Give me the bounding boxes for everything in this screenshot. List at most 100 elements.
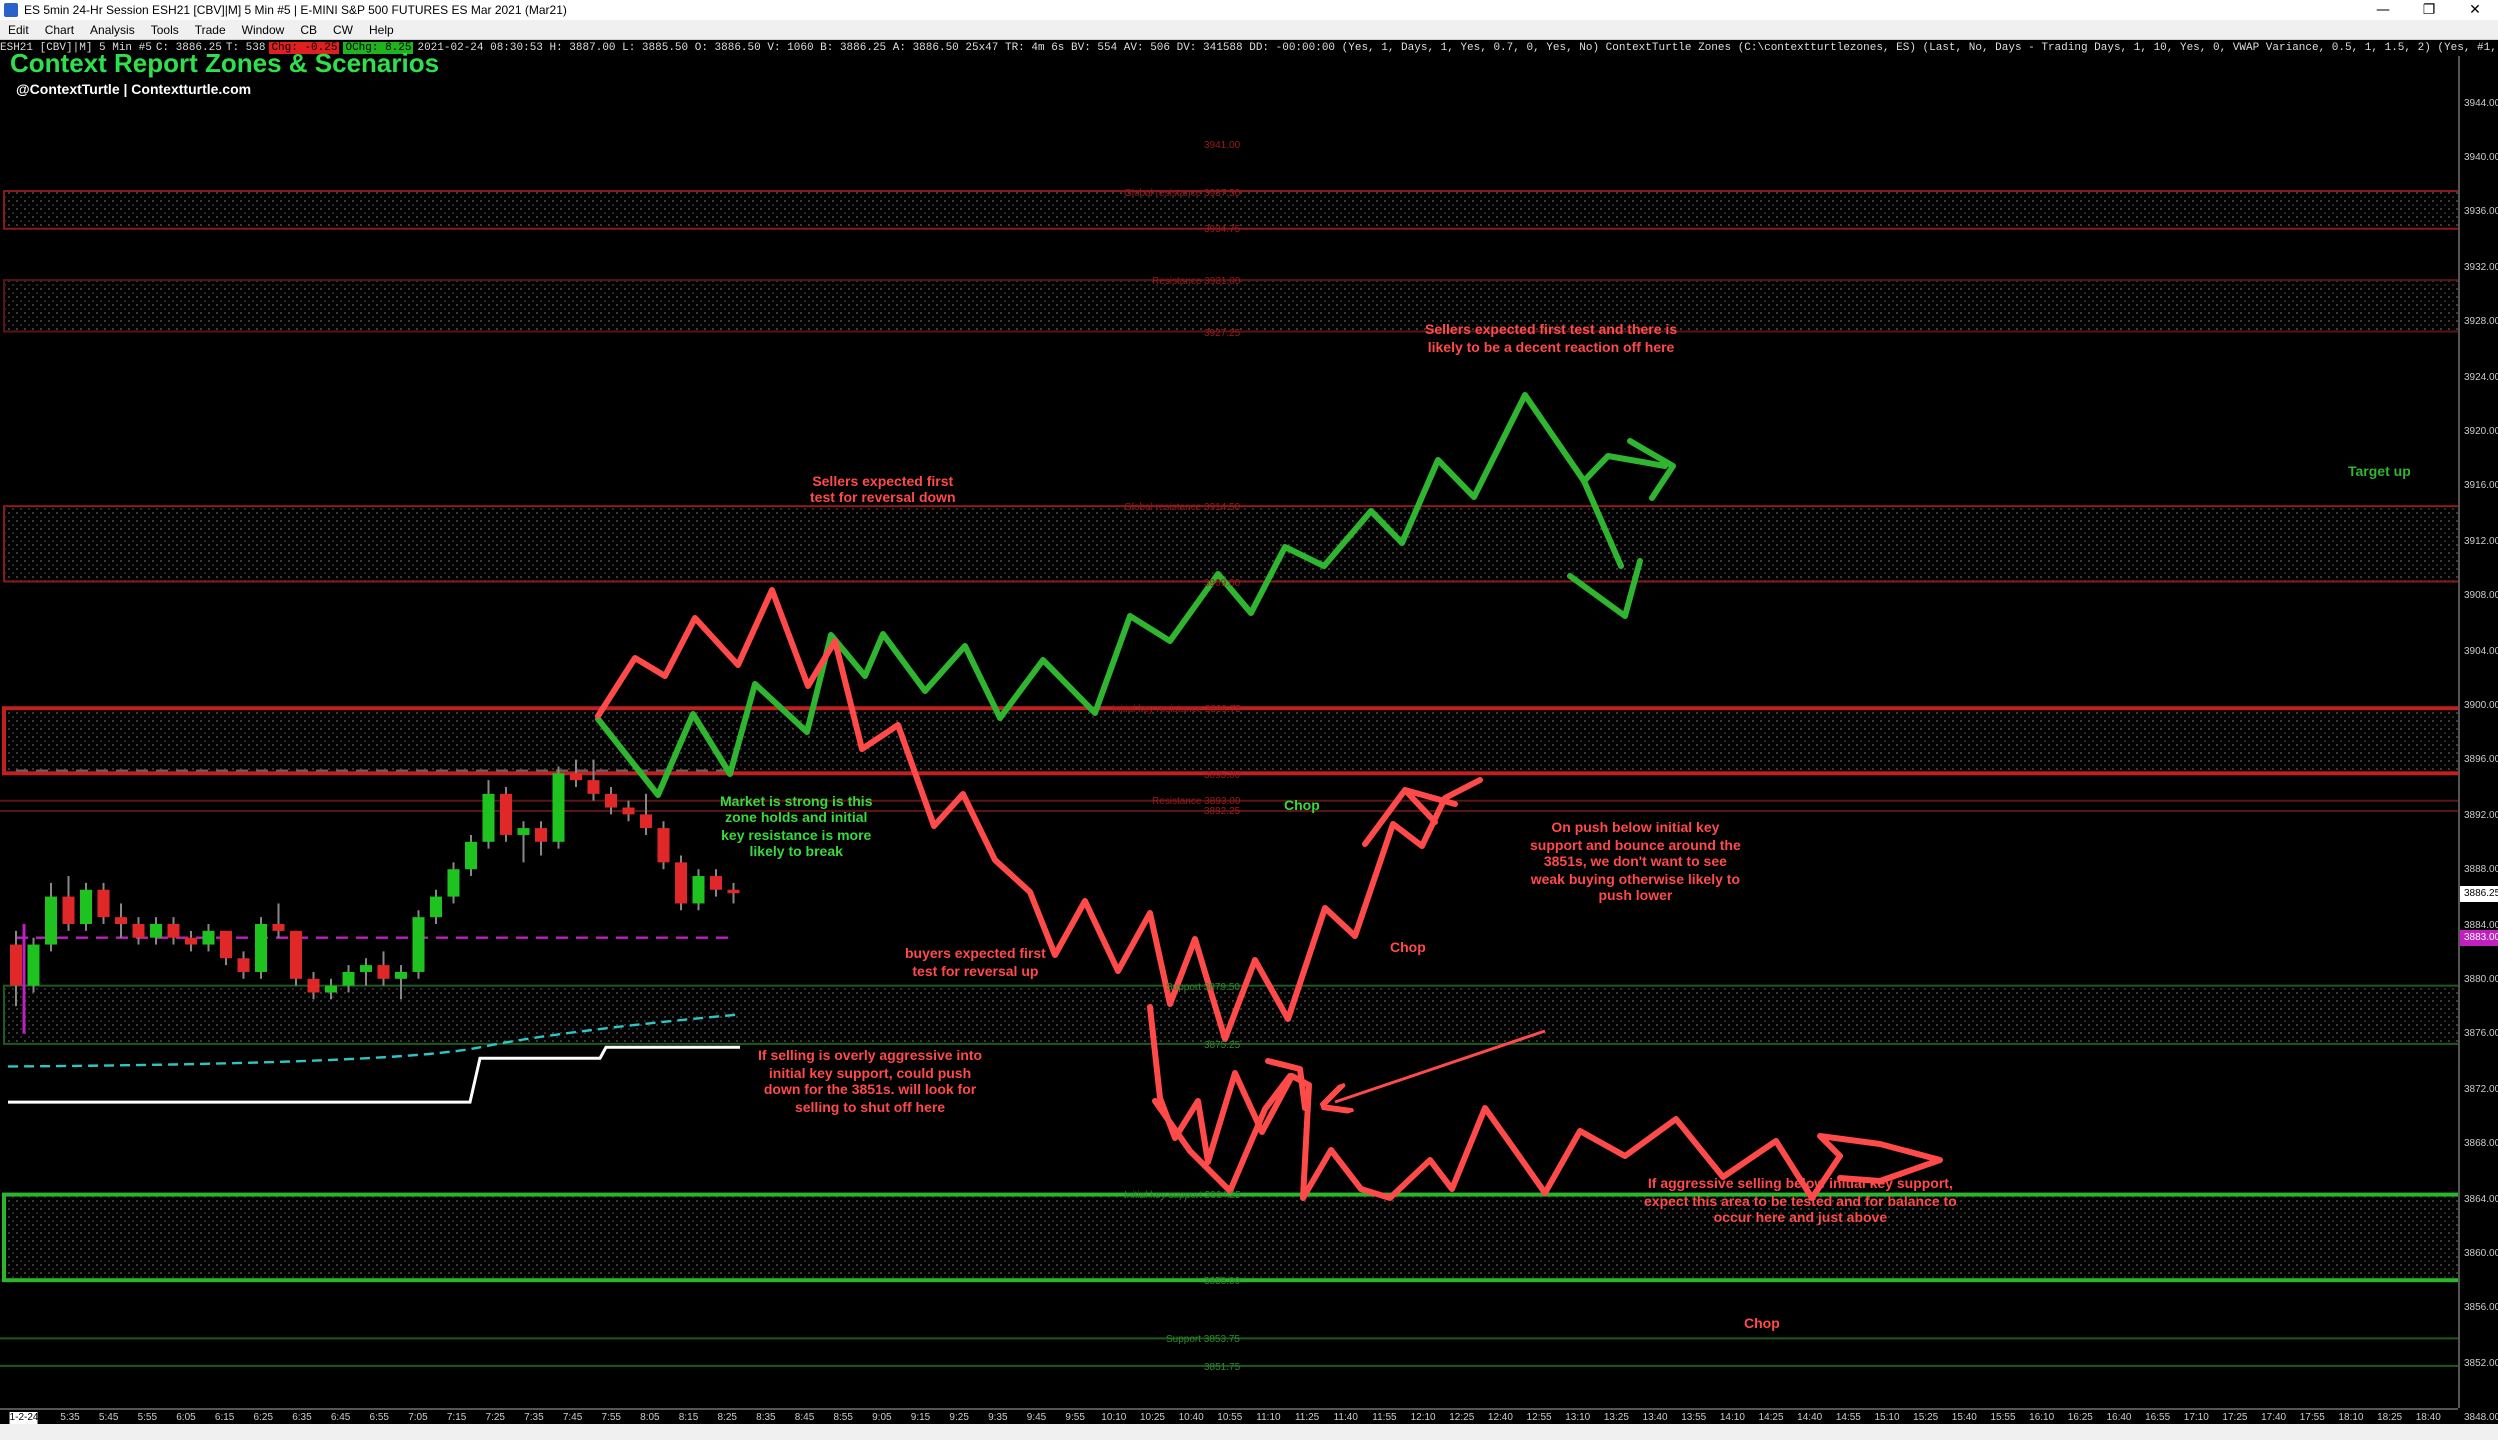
zone-label: Initial key support 3864.25 — [1124, 1190, 1241, 1203]
candle-body — [185, 937, 197, 945]
chop-label-red-upper: Chop — [1390, 942, 1426, 956]
chop-label-green: Chop — [1284, 800, 1320, 814]
maximize-button[interactable]: ❐ — [2422, 2, 2436, 18]
zone-label: Support 3853.75 — [1166, 1334, 1240, 1347]
red-lower-arrow — [1817, 1133, 1943, 1184]
time-tick-label: 8:35 — [756, 1412, 776, 1424]
time-tick-label: 18:10 — [2338, 1412, 2364, 1424]
time-tick-label: 16:55 — [2145, 1412, 2171, 1424]
green-arrow-up — [1581, 438, 1676, 501]
close-button[interactable]: ✕ — [2469, 2, 2481, 18]
time-tick-label: 14:55 — [1835, 1412, 1861, 1424]
annotation-selling-aggressive: If selling is overly aggressive into init… — [758, 1050, 983, 1115]
time-tick-label: 9:35 — [988, 1412, 1008, 1424]
price-tick-label: 3920.00 — [2464, 425, 2498, 438]
pointer-line — [1335, 1029, 1546, 1102]
time-tick-label: 10:25 — [1139, 1412, 1165, 1424]
chart-canvas[interactable] — [0, 56, 2458, 1408]
candle-body — [132, 924, 145, 938]
time-tick-label: 17:55 — [2299, 1412, 2325, 1424]
zone-label: Initial key resistance 3899.75 — [1112, 704, 1241, 717]
candle-body — [675, 862, 687, 904]
time-tick-label: 16:25 — [2067, 1412, 2093, 1424]
time-tick-label: 6:55 — [369, 1412, 389, 1424]
time-tick-label: 15:10 — [1874, 1412, 1900, 1424]
time-tick-label: 8:45 — [794, 1412, 815, 1424]
time-tick-label: 6:45 — [330, 1412, 351, 1424]
red-lower-mid-path — [1152, 1058, 1308, 1194]
candle-body — [412, 917, 425, 972]
candle-body — [272, 924, 285, 931]
time-tick-label: 8:25 — [717, 1412, 737, 1424]
time-tick-label: 10:10 — [1101, 1412, 1127, 1424]
chart-info-bar: ESH21 [CBV]|M] 5 Min #5 C: 3886.25 T: 53… — [0, 40, 2498, 56]
zone-label: 3858.00 — [1204, 1276, 1241, 1289]
candle-body — [45, 896, 57, 945]
menu-chart[interactable]: Chart — [44, 22, 75, 37]
time-tick-label: 6:35 — [292, 1412, 312, 1424]
menu-help[interactable]: Help — [369, 22, 394, 37]
time-tick-label: 5:55 — [137, 1412, 158, 1424]
candle-body — [150, 924, 162, 938]
time-tick-label: 6:25 — [253, 1412, 274, 1424]
candle-body — [27, 944, 40, 986]
annotation-on-push-below: On push below initial key support and bou… — [1530, 822, 1741, 904]
time-tick-label: 11:55 — [1372, 1412, 1397, 1424]
candle-body — [325, 985, 337, 993]
zone-label: 3851.75 — [1204, 1361, 1241, 1374]
red-scenario-path — [595, 587, 1483, 1042]
green-arrow-down — [1567, 558, 1643, 619]
time-tick-label: 12:25 — [1449, 1412, 1475, 1424]
annotation-sellers-reversal-down: Sellers expected first test for reversal … — [810, 475, 956, 506]
candle-body — [307, 978, 320, 993]
price-tick-label: 3880.00 — [2464, 973, 2498, 986]
info-last: C: 3886.25 — [155, 42, 222, 54]
time-tick-label: 13:25 — [1603, 1412, 1629, 1424]
price-tick-label: 3944.00 — [2464, 97, 2498, 109]
menu-cw[interactable]: CW — [333, 22, 353, 37]
vpoc-price-tag: 3883.00 — [2460, 929, 2498, 946]
time-tick-label: 11:10 — [1256, 1412, 1281, 1424]
candle-body — [377, 965, 390, 979]
price-tick-label: 3928.00 — [2464, 316, 2498, 329]
zone-label: Support 3879.50 — [1166, 981, 1240, 994]
candle-body — [342, 971, 355, 986]
price-tick-label: 3848.00 — [2464, 1412, 2498, 1425]
time-tick-label: 9:25 — [949, 1412, 969, 1424]
menu-edit[interactable]: Edit — [8, 22, 29, 37]
time-tick-label: 8:55 — [833, 1412, 853, 1424]
candle-body — [552, 773, 565, 842]
chart-area[interactable]: Context Report Zones & Scenarios @Contex… — [0, 48, 2458, 1440]
zone-rect — [3, 505, 2458, 583]
scenario-paths — [595, 392, 1943, 1201]
time-tick-label: 5:45 — [98, 1412, 119, 1424]
time-tick-label: 17:25 — [2222, 1412, 2248, 1424]
minimize-button[interactable]: — — [2376, 2, 2390, 18]
annotation-buyers-expected: buyers expected first test for reversal u… — [905, 948, 1046, 979]
time-tick-label: 13:40 — [1642, 1412, 1668, 1424]
candle-body — [97, 889, 110, 918]
time-tick-label: 18:25 — [2377, 1412, 2403, 1424]
menu-window[interactable]: Window — [241, 22, 285, 37]
chop-label-red-lower: Chop — [1744, 1318, 1780, 1332]
zone-label: 3941.00 — [1204, 139, 1241, 152]
price-tick-label: 3912.00 — [2464, 535, 2498, 548]
menu-tools[interactable]: Tools — [150, 22, 179, 37]
time-tick-label: 10:40 — [1178, 1412, 1204, 1424]
time-tick-label: 10:55 — [1217, 1412, 1243, 1424]
info-symbol: ESH21 [CBV]|M] 5 Min #5 — [0, 42, 152, 54]
menu-analysis[interactable]: Analysis — [90, 22, 135, 37]
price-tick-label: 3876.00 — [2464, 1028, 2498, 1041]
price-tick-label: 3864.00 — [2464, 1193, 2498, 1205]
candle-body — [115, 917, 127, 924]
red-arrow-upper — [1362, 787, 1458, 847]
chart-title: Context Report Zones & Scenarios — [10, 48, 440, 78]
time-tick-label: 15:55 — [1990, 1412, 2016, 1424]
price-tick-label: 3896.00 — [2464, 754, 2498, 767]
time-axis[interactable]: 1-2-24 5:35 5:45 5:55 6:05 6:15 6:25 6:35 6:45 6:… — [0, 1408, 2458, 1424]
menu-trade[interactable]: Trade — [194, 22, 226, 37]
time-tick-label: 7:35 — [524, 1412, 544, 1424]
price-axis[interactable]: 3944.00 3940.00 3936.00 3932.00 3928.00 3924.… — [2458, 56, 2498, 1424]
menu-cb[interactable]: CB — [300, 22, 317, 37]
red-lower-path — [1147, 1004, 1843, 1201]
